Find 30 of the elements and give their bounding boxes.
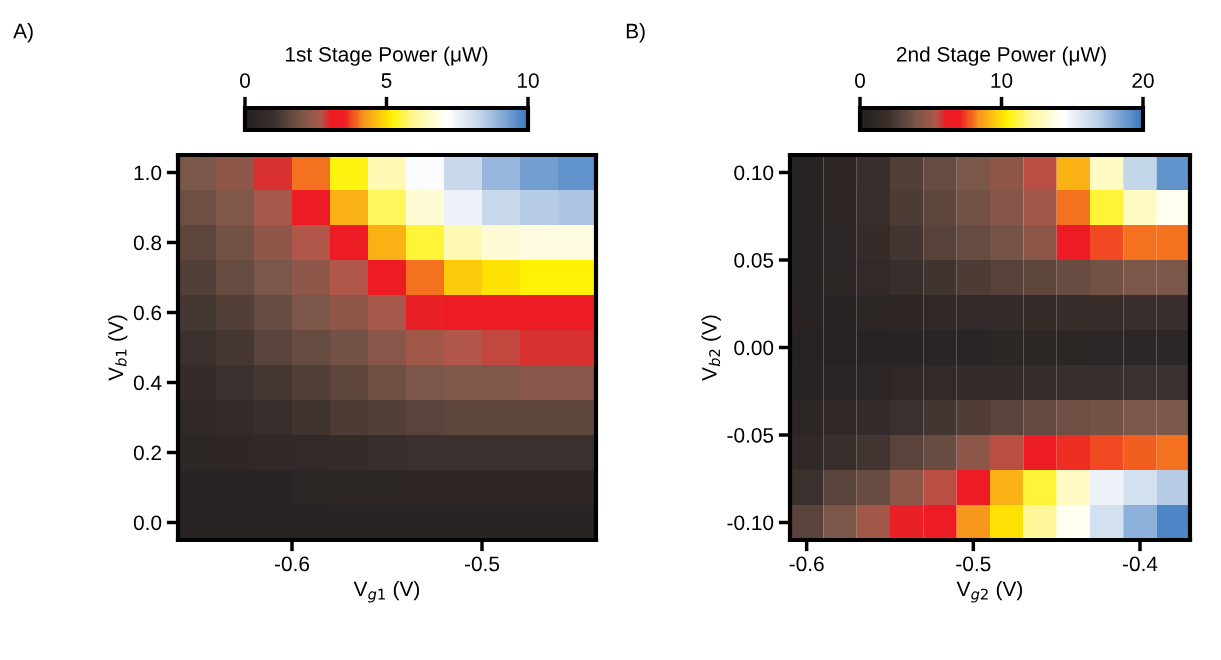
- y-tick-label: 0.00: [734, 340, 774, 356]
- y-tick-label: 0.2: [133, 445, 161, 461]
- color-bar-label: 5: [381, 73, 392, 88]
- y-tick-label: 0.4: [133, 375, 162, 391]
- y-tick-label: 0.0: [133, 515, 162, 531]
- color-bar-label: 20: [1132, 73, 1154, 88]
- color-bar-label: 0: [240, 73, 250, 88]
- chart-title: B): [626, 23, 645, 43]
- color-bar-label: 10: [518, 73, 539, 88]
- x-tick-label: -0.6: [789, 556, 824, 572]
- y-axis-title: V$_{b2}$ (V): [701, 315, 721, 381]
- color-bar-title: 2nd Stage Power (μW): [896, 46, 1106, 66]
- color-bar-label: 0: [855, 73, 865, 88]
- x-tick-label: -0.6: [274, 556, 310, 572]
- color-bar-label: 10: [991, 73, 1013, 88]
- x-tick-label: -0.4: [1122, 556, 1158, 572]
- x-tick-label: -0.5: [956, 556, 991, 572]
- y-axis-title: V$_{b1}$ (V): [107, 315, 128, 381]
- chart-title: A): [13, 23, 33, 43]
- x-axis-title: V$_{g1}$ (V): [353, 580, 420, 603]
- y-tick-label: 1.0: [134, 165, 162, 181]
- y-tick-label: -0.10: [727, 515, 774, 531]
- y-tick-label: 0.6: [133, 305, 162, 321]
- y-tick-label: 0.05: [734, 253, 774, 268]
- y-tick-label: -0.05: [727, 428, 774, 443]
- y-tick-label: 0.8: [133, 235, 162, 251]
- x-axis-title: V$_{g2}$ (V): [956, 580, 1023, 603]
- x-tick-label: -0.5: [464, 556, 500, 572]
- color-bar-title: 1st Stage Power (μW): [286, 46, 488, 66]
- y-tick-label: 0.10: [734, 165, 774, 181]
